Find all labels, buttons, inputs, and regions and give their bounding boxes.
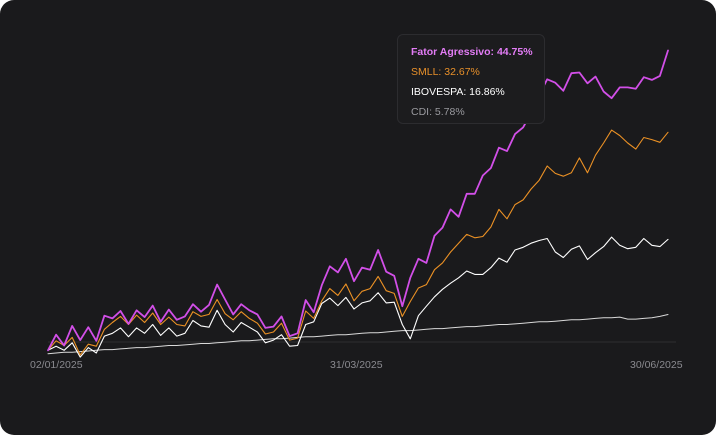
legend-entry-ibovespa: IBOVESPA: 16.86% xyxy=(411,86,505,98)
x-tick-label-start: 02/01/2025 xyxy=(30,359,83,371)
legend-entry-smll: SMLL: 32.67% xyxy=(411,66,480,78)
chart-tooltip-legend: Fator Agressivo: 44.75% SMLL: 32.67% IBO… xyxy=(397,34,545,124)
series-layer xyxy=(47,49,669,358)
series-line-ibovespa xyxy=(47,236,669,358)
legend-entry-cdi: CDI: 5.78% xyxy=(411,106,465,118)
series-line-fator-agressivo xyxy=(47,49,669,352)
legend-entry-fator-agressivo: Fator Agressivo: 44.75% xyxy=(411,46,533,58)
series-line-smll xyxy=(47,129,669,356)
series-line-cdi xyxy=(47,314,669,355)
x-tick-label-mid: 31/03/2025 xyxy=(330,359,383,371)
x-tick-label-end: 30/06/2025 xyxy=(630,359,683,371)
